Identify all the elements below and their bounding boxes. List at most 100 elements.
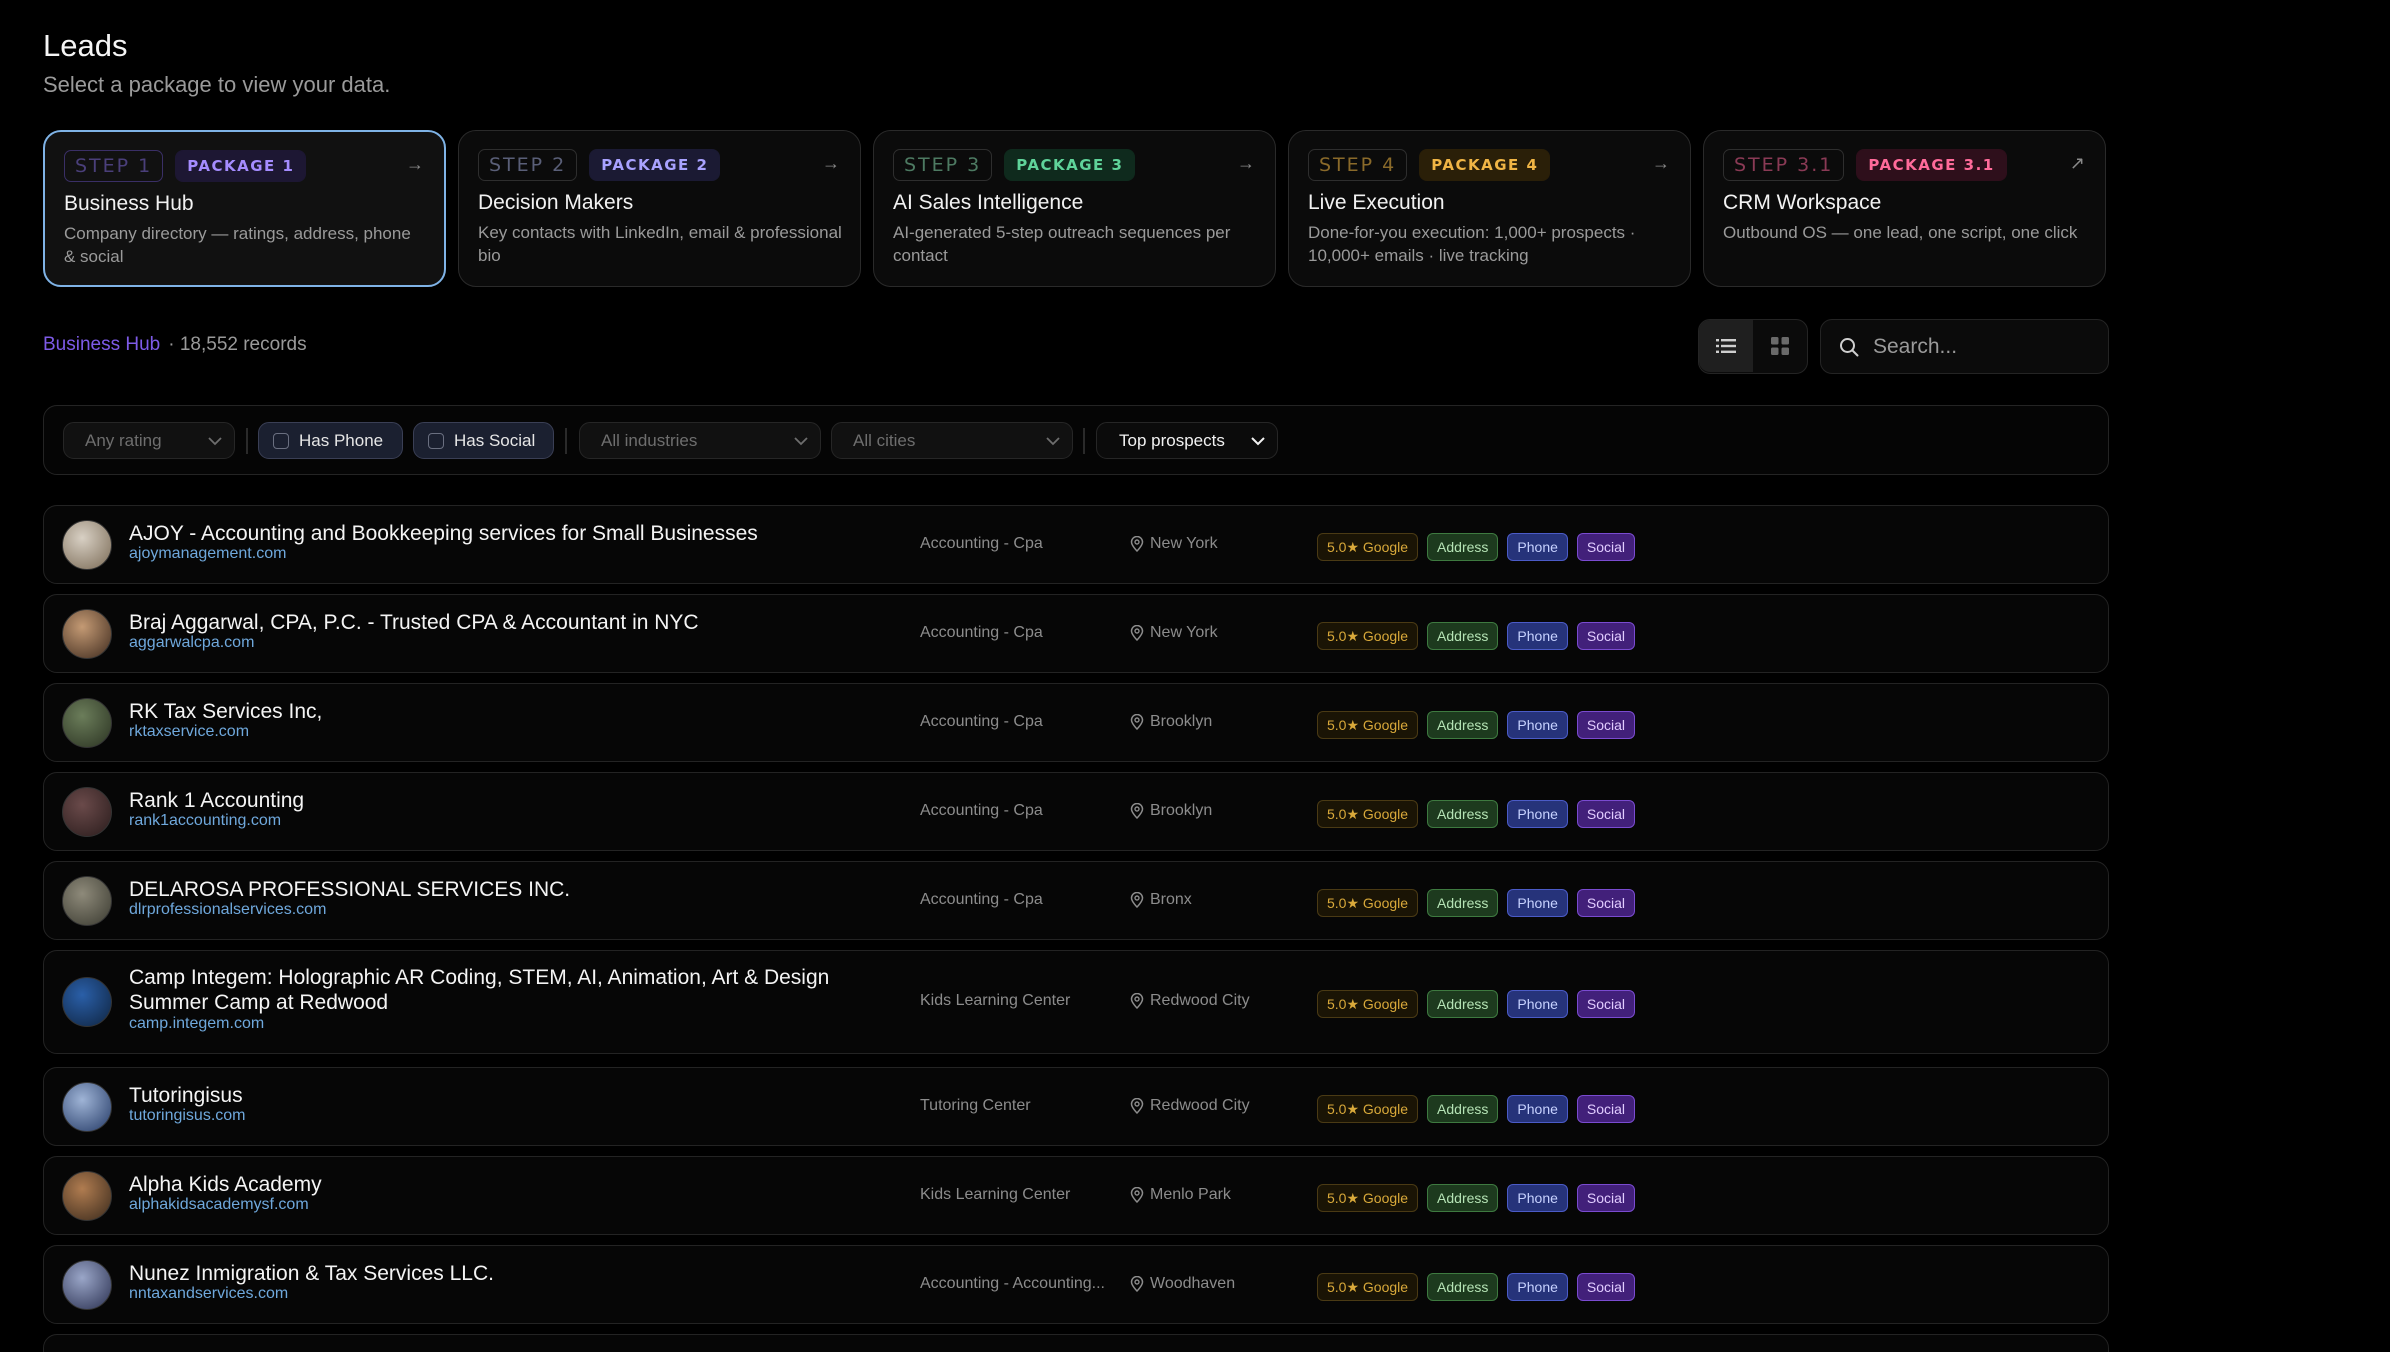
- has-phone-toggle[interactable]: Has Phone: [258, 422, 403, 459]
- package-card[interactable]: STEP 4 PACKAGE 4 → Live Execution Done-for-y…: [1288, 130, 1691, 287]
- phone-badge: Phone: [1507, 622, 1568, 650]
- grid-view-button[interactable]: [1753, 320, 1807, 372]
- company-name[interactable]: Rank 1 Accounting: [129, 789, 305, 812]
- package-description: Company directory — ratings, address, ph…: [64, 224, 411, 266]
- industry-label: Kids Learning Center: [920, 992, 1071, 1009]
- package-card[interactable]: STEP 2 PACKAGE 2 → Decision Makers Key conta…: [458, 130, 861, 287]
- company-website-link[interactable]: ajoymanagement.com: [129, 545, 287, 562]
- social-badge: Social: [1576, 1273, 1636, 1301]
- search-input[interactable]: [1873, 334, 2093, 359]
- city-name: Redwood City: [1150, 1097, 1250, 1114]
- city-name: Brooklyn: [1150, 713, 1213, 730]
- city-name: New York: [1150, 535, 1218, 552]
- city-label: Menlo Park: [1130, 1186, 1231, 1204]
- phone-badge: Phone: [1507, 889, 1568, 917]
- city-label: Brooklyn: [1130, 802, 1212, 820]
- company-avatar: [62, 876, 112, 926]
- company-website-link[interactable]: tutoringisus.com: [129, 1107, 246, 1124]
- sort-select[interactable]: Top prospects: [1096, 422, 1278, 459]
- lead-row[interactable]: AJOY - Accounting and Bookkeeping servic…: [43, 505, 2109, 584]
- phone-badge: Phone: [1507, 533, 1568, 561]
- lead-row[interactable]: [43, 1334, 2109, 1352]
- company-website-link[interactable]: alphakidsacademysf.com: [129, 1196, 309, 1213]
- company-website-link[interactable]: camp.integem.com: [129, 1015, 265, 1032]
- rating-badge: 5.0★ Google: [1317, 800, 1419, 828]
- active-package-link[interactable]: Business Hub: [43, 334, 161, 355]
- address-badge: Address: [1427, 800, 1499, 828]
- address-badge: Address: [1427, 1273, 1499, 1301]
- company-website-link[interactable]: rktaxservice.com: [129, 723, 250, 740]
- rating-select-value: Any rating: [85, 430, 162, 450]
- phone-badge: Phone: [1507, 800, 1568, 828]
- list-icon: [1716, 339, 1736, 353]
- list-view-button[interactable]: [1699, 320, 1753, 372]
- company-avatar: [62, 1082, 112, 1132]
- company-name[interactable]: AJOY - Accounting and Bookkeeping servic…: [129, 522, 758, 545]
- lead-row[interactable]: DELAROSA PROFESSIONAL SERVICES INC. dlrpr…: [43, 861, 2109, 940]
- company-avatar: [62, 977, 112, 1027]
- address-badge: Address: [1427, 990, 1499, 1018]
- city-name: Woodhaven: [1150, 1275, 1236, 1292]
- has-social-toggle[interactable]: Has Social: [413, 422, 554, 459]
- chevron-down-icon: [794, 437, 808, 446]
- rating-select[interactable]: Any rating: [63, 422, 235, 459]
- page-subtitle: Select a package to view your data.: [43, 72, 391, 97]
- map-pin-icon: [1130, 1276, 1144, 1292]
- lead-row[interactable]: Nunez Inmigration & Tax Services LLC. nnt…: [43, 1245, 2109, 1324]
- lead-row[interactable]: Rank 1 Accounting rank1accounting.com Acco…: [43, 772, 2109, 851]
- lead-row[interactable]: Camp Integem: Holographic AR Coding, STE…: [43, 950, 2109, 1054]
- package-description: Key contacts with LinkedIn, email & prof…: [478, 223, 842, 265]
- industry-label: Accounting - Accounting...: [920, 1275, 1105, 1292]
- company-name[interactable]: DELAROSA PROFESSIONAL SERVICES INC.: [129, 878, 571, 901]
- company-name[interactable]: Nunez Inmigration & Tax Services LLC.: [129, 1262, 494, 1285]
- map-pin-icon: [1130, 714, 1144, 730]
- package-badge: PACKAGE 3.1: [1856, 149, 2007, 181]
- social-badge: Social: [1576, 800, 1636, 828]
- cities-select[interactable]: All cities: [831, 422, 1073, 459]
- company-name[interactable]: Alpha Kids Academy: [129, 1173, 322, 1196]
- package-name: AI Sales Intelligence: [893, 191, 1084, 214]
- city-label: Brooklyn: [1130, 713, 1212, 731]
- company-website-link[interactable]: dlrprofessionalservices.com: [129, 901, 327, 918]
- city-label: Redwood City: [1130, 992, 1250, 1010]
- address-badge: Address: [1427, 1095, 1499, 1123]
- search-box: [1820, 319, 2109, 374]
- industries-select[interactable]: All industries: [579, 422, 821, 459]
- package-card-header: STEP 4 PACKAGE 4: [1308, 149, 1672, 181]
- company-name[interactable]: Braj Aggarwal, CPA, P.C. - Trusted CPA &…: [129, 611, 699, 634]
- phone-badge: Phone: [1507, 1273, 1568, 1301]
- step-badge: STEP 4: [1308, 149, 1408, 181]
- company-name[interactable]: Camp Integem: Holographic AR Coding, STE…: [129, 966, 830, 1014]
- company-name[interactable]: Tutoringisus: [129, 1084, 243, 1107]
- lead-row[interactable]: RK Tax Services Inc, rktaxservice.com Acco…: [43, 683, 2109, 762]
- company-website-link[interactable]: rank1accounting.com: [129, 812, 282, 829]
- lead-badges: 5.0★ Google Address Phone Social: [1317, 622, 1636, 650]
- social-badge: Social: [1576, 1184, 1636, 1212]
- package-card[interactable]: STEP 3 PACKAGE 3 → AI Sales Intelligence AI-…: [873, 130, 1276, 287]
- search-icon: [1840, 337, 1859, 356]
- lead-row[interactable]: Alpha Kids Academy alphakidsacademysf.com…: [43, 1156, 2109, 1235]
- lead-row[interactable]: Tutoringisus tutoringisus.com Tutoring Cen…: [43, 1067, 2109, 1146]
- external-link-icon: ↗: [2069, 153, 2085, 173]
- company-name[interactable]: RK Tax Services Inc,: [129, 700, 323, 723]
- city-label: Woodhaven: [1130, 1275, 1235, 1293]
- rating-badge: 5.0★ Google: [1317, 1184, 1419, 1212]
- package-card-header: STEP 3 PACKAGE 3: [893, 149, 1257, 181]
- package-card[interactable]: STEP 1 PACKAGE 1 → Business Hub Company dire…: [43, 130, 446, 287]
- package-card[interactable]: STEP 3.1 PACKAGE 3.1 ↗ CRM Workspace Outboun…: [1703, 130, 2106, 287]
- lead-badges: 5.0★ Google Address Phone Social: [1317, 990, 1636, 1018]
- company-website-link[interactable]: nntaxandservices.com: [129, 1285, 289, 1302]
- city-name: Brooklyn: [1150, 802, 1213, 819]
- industries-select-value: All industries: [601, 430, 698, 450]
- arrow-right-icon: →: [1652, 153, 1670, 173]
- phone-badge: Phone: [1507, 711, 1568, 739]
- social-badge: Social: [1576, 711, 1636, 739]
- arrow-right-icon: →: [406, 154, 424, 174]
- city-label: Redwood City: [1130, 1097, 1250, 1115]
- phone-badge: Phone: [1507, 1184, 1568, 1212]
- industry-label: Accounting - Cpa: [920, 802, 1043, 819]
- rating-badge: 5.0★ Google: [1317, 1273, 1419, 1301]
- company-website-link[interactable]: aggarwalcpa.com: [129, 634, 255, 651]
- lead-row[interactable]: Braj Aggarwal, CPA, P.C. - Trusted CPA &…: [43, 594, 2109, 673]
- city-label: New York: [1130, 535, 1218, 553]
